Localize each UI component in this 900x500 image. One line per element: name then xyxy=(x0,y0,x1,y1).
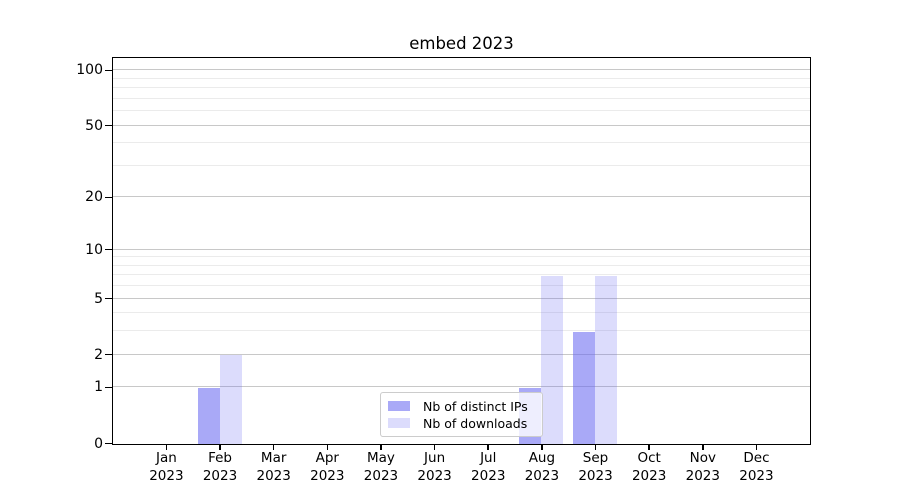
x-tick-label-mar: Mar 2023 xyxy=(256,450,291,484)
y-tick-2 xyxy=(105,353,112,356)
minor-gridline-y-70 xyxy=(113,97,810,99)
y-tick-50 xyxy=(105,124,112,127)
bar-downloads-sep xyxy=(595,275,618,444)
legend: Nb of distinct IPs Nb of downloads xyxy=(380,392,543,437)
minor-gridline-y-40 xyxy=(113,142,810,144)
x-tick-mar xyxy=(272,445,275,450)
x-tick-aug xyxy=(541,445,543,450)
y-tick-10 xyxy=(105,248,112,251)
x-tick-label-oct: Oct 2023 xyxy=(631,450,667,484)
minor-gridline-y-80 xyxy=(113,87,810,89)
bar-distinct-ips-feb xyxy=(197,387,220,444)
y-tick-label-20: 20 xyxy=(85,189,103,206)
x-tick-label-apr: Apr 2023 xyxy=(310,450,345,484)
y-tick-label-1: 1 xyxy=(94,379,103,396)
x-tick-label-sep: Sep 2023 xyxy=(578,450,613,484)
y-tick-label-10: 10 xyxy=(85,241,103,258)
bar-layer xyxy=(113,58,810,444)
y-tick-label-5: 5 xyxy=(94,290,103,307)
x-tick-label-may: May 2023 xyxy=(363,450,399,484)
y-tick-label-0: 0 xyxy=(94,435,103,452)
x-tick-jun xyxy=(433,445,436,450)
gridline-y-1 xyxy=(113,386,810,388)
legend-swatch-downloads xyxy=(388,418,410,428)
legend-item-downloads: Nb of downloads xyxy=(388,415,535,431)
legend-label-distinct-ips: Nb of distinct IPs xyxy=(423,398,528,414)
x-tick-label-jan: Jan 2023 xyxy=(149,450,184,484)
y-tick-1 xyxy=(105,386,112,389)
minor-gridline-y-6 xyxy=(113,285,810,287)
x-tick-label-aug: Aug 2023 xyxy=(524,450,560,484)
minor-gridline-y-8 xyxy=(113,264,810,266)
y-tick-label-50: 50 xyxy=(85,117,103,134)
x-tick-label-dec: Dec 2023 xyxy=(739,450,774,484)
minor-gridline-y-3 xyxy=(113,330,810,332)
x-tick-feb xyxy=(219,445,221,450)
minor-gridline-y-60 xyxy=(113,110,810,112)
y-tick-0 xyxy=(105,442,112,445)
y-tick-label-100: 100 xyxy=(76,62,103,79)
grid-layer xyxy=(113,58,810,444)
minor-gridline-y-9 xyxy=(113,256,810,258)
bar-downloads-aug xyxy=(541,275,564,444)
x-tick-dec xyxy=(755,445,758,450)
x-tick-label-feb: Feb 2023 xyxy=(202,450,238,484)
minor-gridline-y-30 xyxy=(113,164,810,166)
x-tick-label-jun: Jun 2023 xyxy=(417,450,452,484)
x-tick-jul xyxy=(487,445,489,450)
y-tick-label-2: 2 xyxy=(94,346,103,363)
minor-gridline-y-7 xyxy=(113,274,810,276)
legend-swatch-distinct-ips xyxy=(388,401,410,411)
gridline-y-100 xyxy=(113,69,810,71)
y-tick-100 xyxy=(105,69,112,72)
x-tick-sep xyxy=(594,445,597,450)
minor-gridline-y-4 xyxy=(113,312,810,314)
bar-downloads-feb xyxy=(219,355,242,444)
plot-area xyxy=(112,57,811,445)
legend-item-distinct-ips: Nb of distinct IPs xyxy=(388,398,535,414)
gridline-y-2 xyxy=(113,353,810,355)
x-tick-label-nov: Nov 2023 xyxy=(685,450,720,484)
legend-label-downloads: Nb of downloads xyxy=(423,415,528,431)
gridline-y-10 xyxy=(113,248,810,250)
x-tick-jan xyxy=(165,445,168,450)
y-tick-20 xyxy=(105,196,112,199)
x-tick-nov xyxy=(702,445,704,450)
x-tick-oct xyxy=(648,445,650,450)
gridline-y-5 xyxy=(113,297,810,299)
gridline-y-50 xyxy=(113,124,810,126)
x-tick-may xyxy=(380,445,382,450)
minor-gridline-y-90 xyxy=(113,77,810,79)
x-tick-label-jul: Jul 2023 xyxy=(471,450,506,484)
chart-title: embed 2023 xyxy=(409,34,514,53)
y-tick-5 xyxy=(105,297,112,300)
gridline-y-20 xyxy=(113,196,810,198)
bar-distinct-ips-sep xyxy=(573,331,596,444)
x-tick-apr xyxy=(326,445,329,450)
